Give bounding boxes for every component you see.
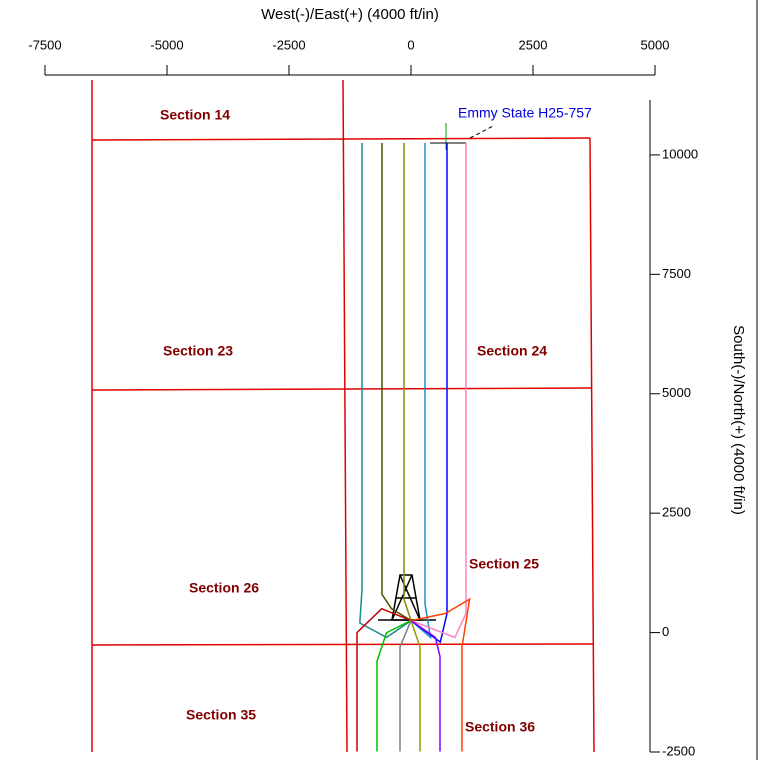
y-tick-label: 7500 [662, 266, 691, 281]
section-label: Section 24 [477, 343, 547, 359]
rig-icon [378, 574, 436, 621]
x-tick-label: -7500 [28, 37, 61, 52]
section-label: Section 26 [189, 580, 259, 596]
well-path [359, 143, 412, 639]
label-leader [469, 124, 496, 139]
y-tick-label: 10000 [662, 146, 698, 161]
section-label: Section 23 [163, 343, 233, 359]
section-lines [91, 79, 595, 753]
x-axis-title: West(-)/East(+) (4000 ft/in) [261, 6, 439, 23]
well-path [410, 143, 432, 640]
section-label: Section 36 [465, 719, 535, 735]
y-tick-label: 0 [662, 624, 669, 639]
well-label: Emmy State H25-757 [458, 105, 592, 121]
well-path [356, 607, 412, 752]
x-tick-label: -2500 [272, 37, 305, 52]
x-tick-label: -5000 [150, 37, 183, 52]
well-path [403, 143, 412, 621]
well-path [410, 597, 471, 752]
well-path [399, 620, 412, 752]
well-path [410, 619, 441, 752]
y-tick-label: 2500 [662, 505, 691, 520]
y-tick-label: -2500 [662, 743, 695, 758]
x-tick-label: 2500 [519, 37, 548, 52]
well-path [410, 620, 421, 752]
x-tick-label: 5000 [641, 37, 670, 52]
section-label: Section 25 [469, 556, 539, 572]
well-path [410, 143, 448, 644]
section-label: Section 35 [186, 707, 256, 723]
x-tick-label: 0 [407, 37, 414, 52]
y-tick-label: 5000 [662, 385, 691, 400]
well-path [376, 619, 412, 752]
y-axis-title: South(-)/North(+) (4000 ft/in) [730, 325, 747, 515]
well-path [410, 143, 467, 639]
well-path [381, 143, 412, 622]
section-label: Section 14 [160, 107, 230, 123]
